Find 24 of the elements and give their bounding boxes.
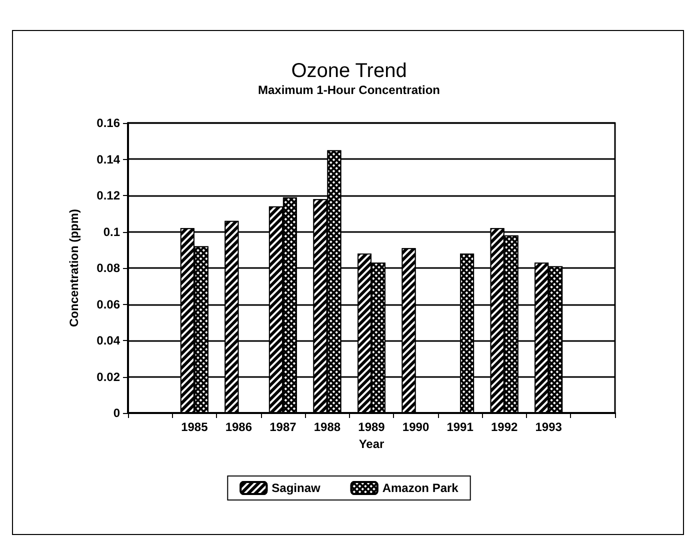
x-tick-label: 1993	[535, 420, 562, 434]
legend-label: Saginaw	[272, 481, 321, 495]
y-tick-label: 0.1	[103, 224, 120, 239]
y-tick-label: 0.14	[96, 152, 120, 166]
y-tick-label: 0.04	[96, 334, 120, 348]
y-tick-label: 0.06	[96, 297, 120, 312]
x-tick-label: 1992	[490, 420, 518, 434]
y-tick-label: 0.02	[96, 370, 120, 384]
legend-label: Amazon Park	[382, 481, 459, 495]
x-tick-label: 1987	[270, 420, 297, 434]
y-axis-title: Concentration (ppm)	[67, 209, 81, 327]
x-tick-label: 1985	[181, 420, 208, 434]
x-tick-label: 1991	[446, 420, 474, 434]
y-tick-label: 0.16	[96, 116, 120, 130]
y-tick-label: 0.08	[96, 261, 120, 275]
x-tick-label: 1986	[225, 420, 252, 434]
x-tick-label: 1988	[314, 420, 341, 434]
x-axis-title: Year	[358, 436, 385, 451]
y-tick-label: 0.12	[96, 188, 120, 202]
x-tick-label: 1990	[402, 420, 430, 434]
x-tick-label: 1989	[358, 420, 386, 434]
chart-title: Ozone Trend	[291, 60, 407, 82]
chart-subtitle: Maximum 1-Hour Concentration	[258, 83, 440, 97]
y-tick-label: 0	[113, 406, 120, 420]
